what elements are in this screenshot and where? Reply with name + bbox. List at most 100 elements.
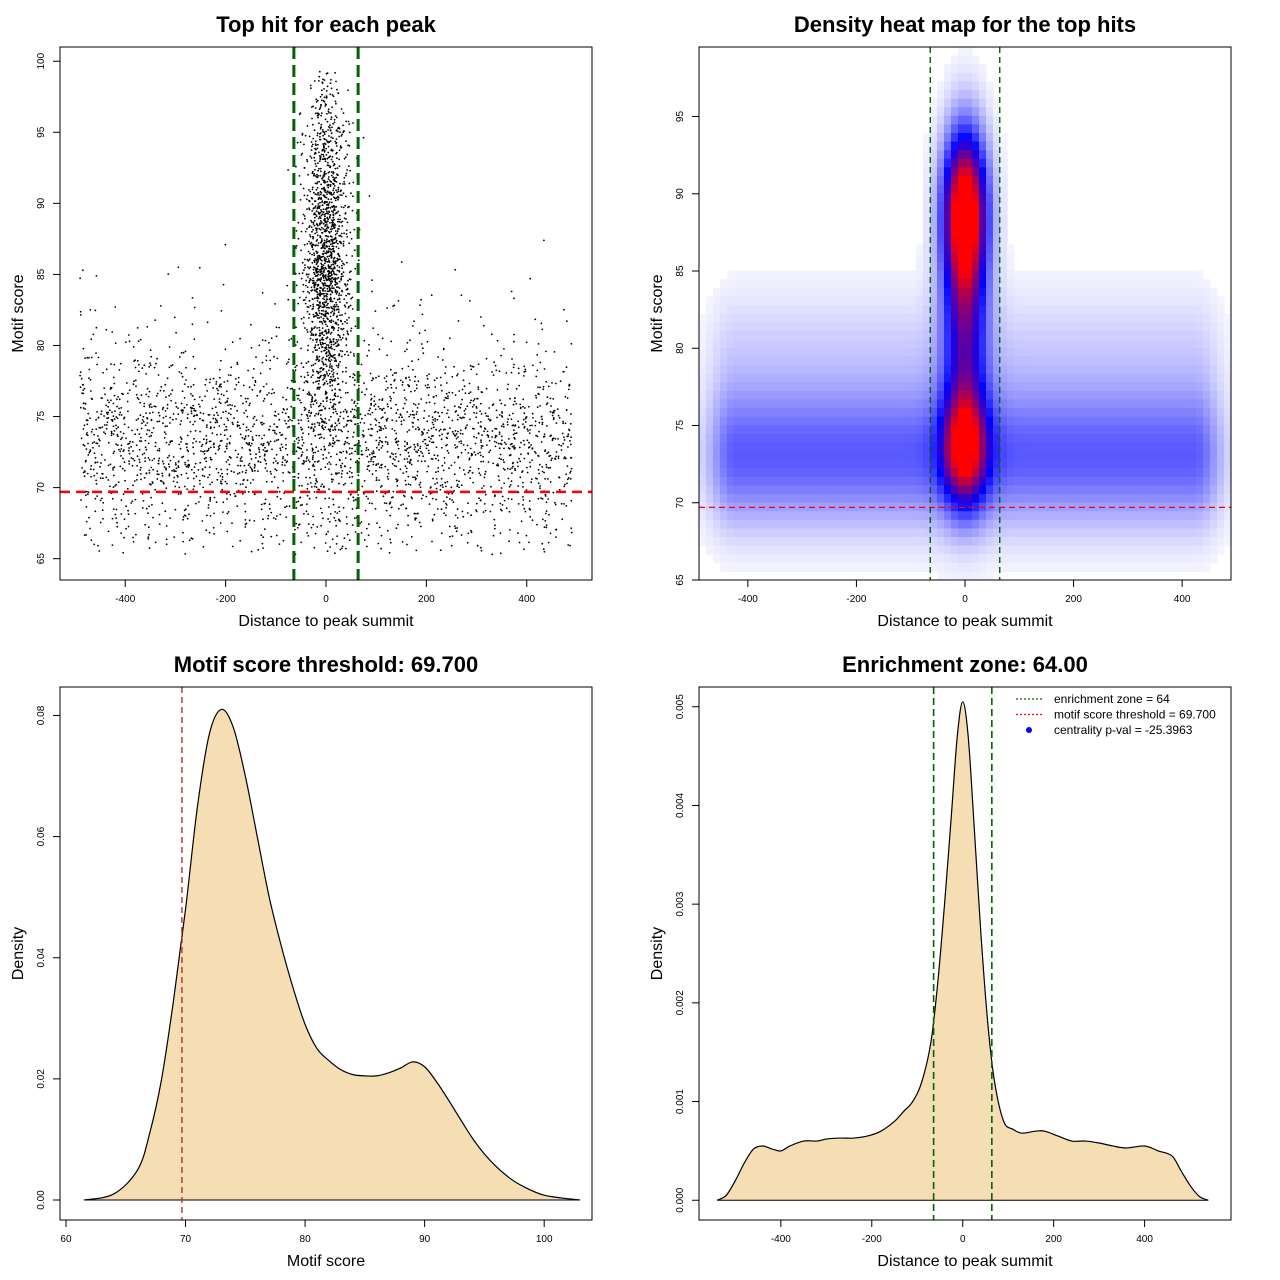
data-point [440, 477, 443, 480]
data-point [190, 468, 193, 471]
data-point [321, 259, 323, 262]
data-point [233, 405, 236, 408]
data-point [318, 138, 321, 141]
heat-cell [734, 451, 742, 461]
data-point [400, 420, 403, 423]
data-point [322, 274, 325, 276]
data-point [318, 388, 321, 390]
heat-cell [748, 399, 756, 409]
data-point [138, 440, 141, 442]
heat-cell [755, 562, 763, 573]
data-point [217, 445, 220, 448]
data-point [405, 399, 408, 401]
heat-cell [734, 287, 742, 297]
data-point [252, 376, 254, 379]
data-point [324, 466, 327, 469]
data-point [109, 409, 111, 412]
heat-cell [699, 433, 707, 444]
heat-cell [748, 347, 756, 358]
data-point [303, 243, 306, 246]
data-point [209, 498, 212, 501]
data-point [331, 445, 334, 448]
data-point [309, 235, 312, 238]
data-point [119, 465, 122, 468]
heat-cell [734, 528, 742, 538]
data-point [323, 173, 326, 176]
data-point [419, 445, 422, 448]
heat-cell [783, 519, 791, 530]
data-point [498, 370, 501, 373]
data-point [208, 447, 210, 450]
data-point [370, 397, 373, 400]
data-point [83, 444, 86, 447]
data-point [89, 309, 92, 311]
data-point [306, 349, 309, 352]
data-point [87, 491, 90, 493]
heat-cell [776, 390, 784, 401]
data-point [396, 408, 399, 411]
data-point [349, 169, 352, 172]
data-point [447, 395, 449, 398]
data-point [417, 418, 419, 421]
heat-cell [720, 296, 728, 306]
data-point [560, 502, 563, 505]
data-point [329, 546, 331, 548]
data-point [324, 256, 326, 259]
heat-cell [769, 494, 777, 504]
data-point [136, 428, 139, 431]
data-point [542, 388, 545, 391]
data-point [316, 256, 319, 259]
data-point [327, 530, 329, 533]
data-point [530, 444, 532, 446]
data-point [342, 275, 344, 277]
heat-cell [755, 339, 763, 349]
data-point [476, 397, 478, 400]
data-point [339, 258, 341, 261]
data-point [413, 416, 415, 419]
data-point [444, 481, 447, 484]
heat-cell [727, 408, 735, 418]
data-point [290, 405, 293, 408]
data-point [128, 452, 131, 455]
data-point [81, 392, 83, 394]
heat-cell [748, 468, 756, 478]
data-point [331, 310, 334, 313]
data-point [473, 398, 476, 400]
heat-cell [790, 356, 798, 366]
data-point [353, 400, 356, 403]
data-point [406, 411, 409, 413]
data-point [487, 436, 490, 438]
data-point [186, 449, 189, 451]
data-point [226, 443, 229, 445]
data-point [189, 430, 192, 433]
data-point [313, 224, 316, 227]
data-point [318, 294, 321, 296]
data-point [300, 318, 303, 320]
heat-cell [727, 339, 735, 349]
data-point [368, 453, 371, 456]
data-point [318, 334, 321, 337]
data-point [327, 358, 330, 361]
data-point [313, 254, 316, 257]
data-point [339, 411, 342, 414]
data-point [241, 492, 244, 495]
data-point [317, 244, 319, 247]
data-point [420, 398, 423, 400]
data-point [321, 81, 324, 83]
heat-cell [734, 545, 742, 555]
data-point [306, 125, 309, 127]
data-point [327, 176, 330, 178]
data-point [347, 354, 350, 356]
data-point [243, 464, 246, 467]
heat-cell [790, 313, 798, 323]
data-point [440, 438, 443, 441]
data-point [375, 376, 377, 379]
data-point [79, 277, 81, 280]
data-point [410, 536, 413, 538]
heat-cell [762, 451, 770, 461]
data-point [243, 412, 246, 414]
data-point [324, 160, 327, 163]
data-point [395, 403, 397, 406]
data-point [325, 196, 328, 199]
data-point [334, 395, 337, 398]
